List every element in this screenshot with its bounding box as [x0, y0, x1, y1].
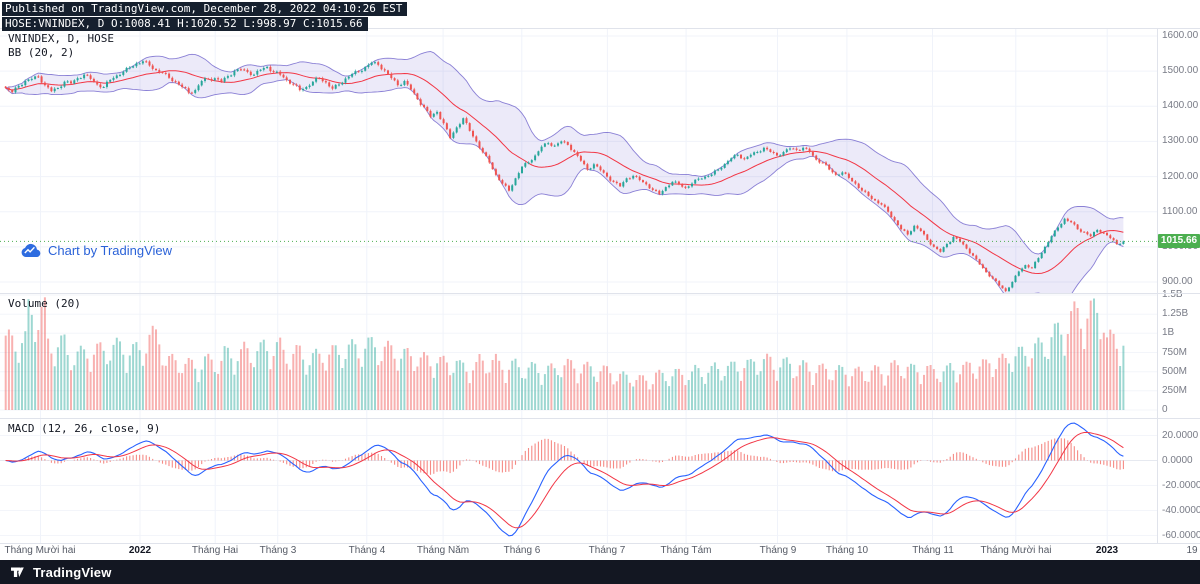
tradingview-logo-icon: [11, 567, 24, 577]
price-axis-label: 250M: [1162, 384, 1188, 396]
time-axis-label: 19: [1186, 545, 1198, 556]
price-pane-legend: VNINDEX, D, HOSE BB (20, 2): [8, 32, 114, 60]
time-axis-label: Tháng 10: [825, 545, 869, 556]
price-axis-label: 1600.00: [1162, 30, 1199, 41]
time-axis-label: Tháng 7: [588, 545, 626, 556]
price-axis-label: -40.0000: [1162, 504, 1200, 516]
chart-area: VNINDEX, D, HOSE BB (20, 2) Chart by Tra…: [0, 28, 1200, 560]
price-axis-label: 0: [1162, 404, 1168, 415]
price-pane-canvas[interactable]: [0, 28, 1157, 293]
watermark-label: Chart by TradingView: [48, 242, 173, 258]
price-axis-label: 1500.00: [1162, 65, 1199, 77]
price-pane[interactable]: VNINDEX, D, HOSE BB (20, 2) Chart by Tra…: [0, 28, 1157, 293]
published-line: Published on TradingView.com, December 2…: [2, 2, 408, 16]
price-axis[interactable]: 1600.00 1500.00 1400.00 1300.00 1200.00 1100.…: [1157, 28, 1200, 543]
price-axis-label: -20.0000: [1162, 479, 1200, 491]
time-axis-label: Tháng Hai: [191, 545, 239, 556]
time-axis-label: Tháng Mười hai: [4, 545, 76, 556]
tradingview-cloud-icon: [21, 243, 41, 258]
price-axis-label: 1200.00: [1162, 170, 1199, 182]
volume-pane-canvas[interactable]: [0, 293, 1157, 418]
time-axis-label: Tháng 11: [912, 545, 954, 556]
price-axis-label: 20.0000: [1162, 429, 1199, 441]
time-axis-label: 2023: [1095, 545, 1119, 556]
symbol-legend: VNINDEX, D, HOSE: [8, 32, 114, 45]
time-axis-label: Tháng Năm: [416, 545, 470, 556]
time-axis-label: Tháng Mười hai: [980, 545, 1052, 556]
macd-pane[interactable]: MACD (12, 26, close, 9): [0, 418, 1157, 543]
price-axis-label: 0.0000: [1162, 454, 1193, 466]
price-axis-label: 1.25B: [1162, 308, 1189, 320]
time-axis-label: 2022: [128, 545, 152, 556]
price-axis-label: 1100.00: [1162, 205, 1198, 217]
time-axis-label: Tháng 6: [503, 545, 541, 556]
bb-legend: BB (20, 2): [8, 46, 75, 59]
volume-legend: Volume (20): [8, 297, 81, 310]
price-axis-label: 900.00: [1162, 276, 1193, 287]
time-axis-label: Tháng Tám: [660, 545, 712, 556]
footer-brand[interactable]: TradingView: [33, 564, 112, 580]
volume-pane[interactable]: Volume (20): [0, 293, 1157, 418]
tradingview-watermark[interactable]: Chart by TradingView: [20, 242, 172, 258]
price-axis-label: 1300.00: [1162, 135, 1199, 147]
symbol-ohlc-line: HOSE:VNINDEX, D O:1008.41 H:1020.52 L:99…: [2, 17, 368, 31]
footer-bar: TradingView: [0, 560, 1200, 584]
price-axis-label: 1400.00: [1162, 100, 1199, 112]
time-axis-label: Tháng 4: [348, 545, 386, 556]
time-axis-label: Tháng 9: [759, 545, 797, 556]
last-price-label: 1015.66: [1158, 234, 1200, 249]
price-axis-label: -60.0000: [1162, 529, 1200, 541]
macd-legend: MACD (12, 26, close, 9): [8, 422, 161, 435]
time-axis-label: Tháng 3: [259, 545, 297, 556]
published-header: Published on TradingView.com, December 2…: [2, 2, 408, 32]
price-axis-label: 500M: [1162, 365, 1188, 377]
price-axis-label: 750M: [1162, 346, 1188, 358]
macd-pane-canvas[interactable]: [0, 418, 1157, 543]
price-axis-label: 1.5B: [1162, 289, 1183, 300]
time-axis[interactable]: Tháng Mười hai 2022 Tháng Hai Tháng 3 Tháng …: [0, 543, 1200, 560]
price-axis-label: 1B: [1162, 327, 1175, 339]
